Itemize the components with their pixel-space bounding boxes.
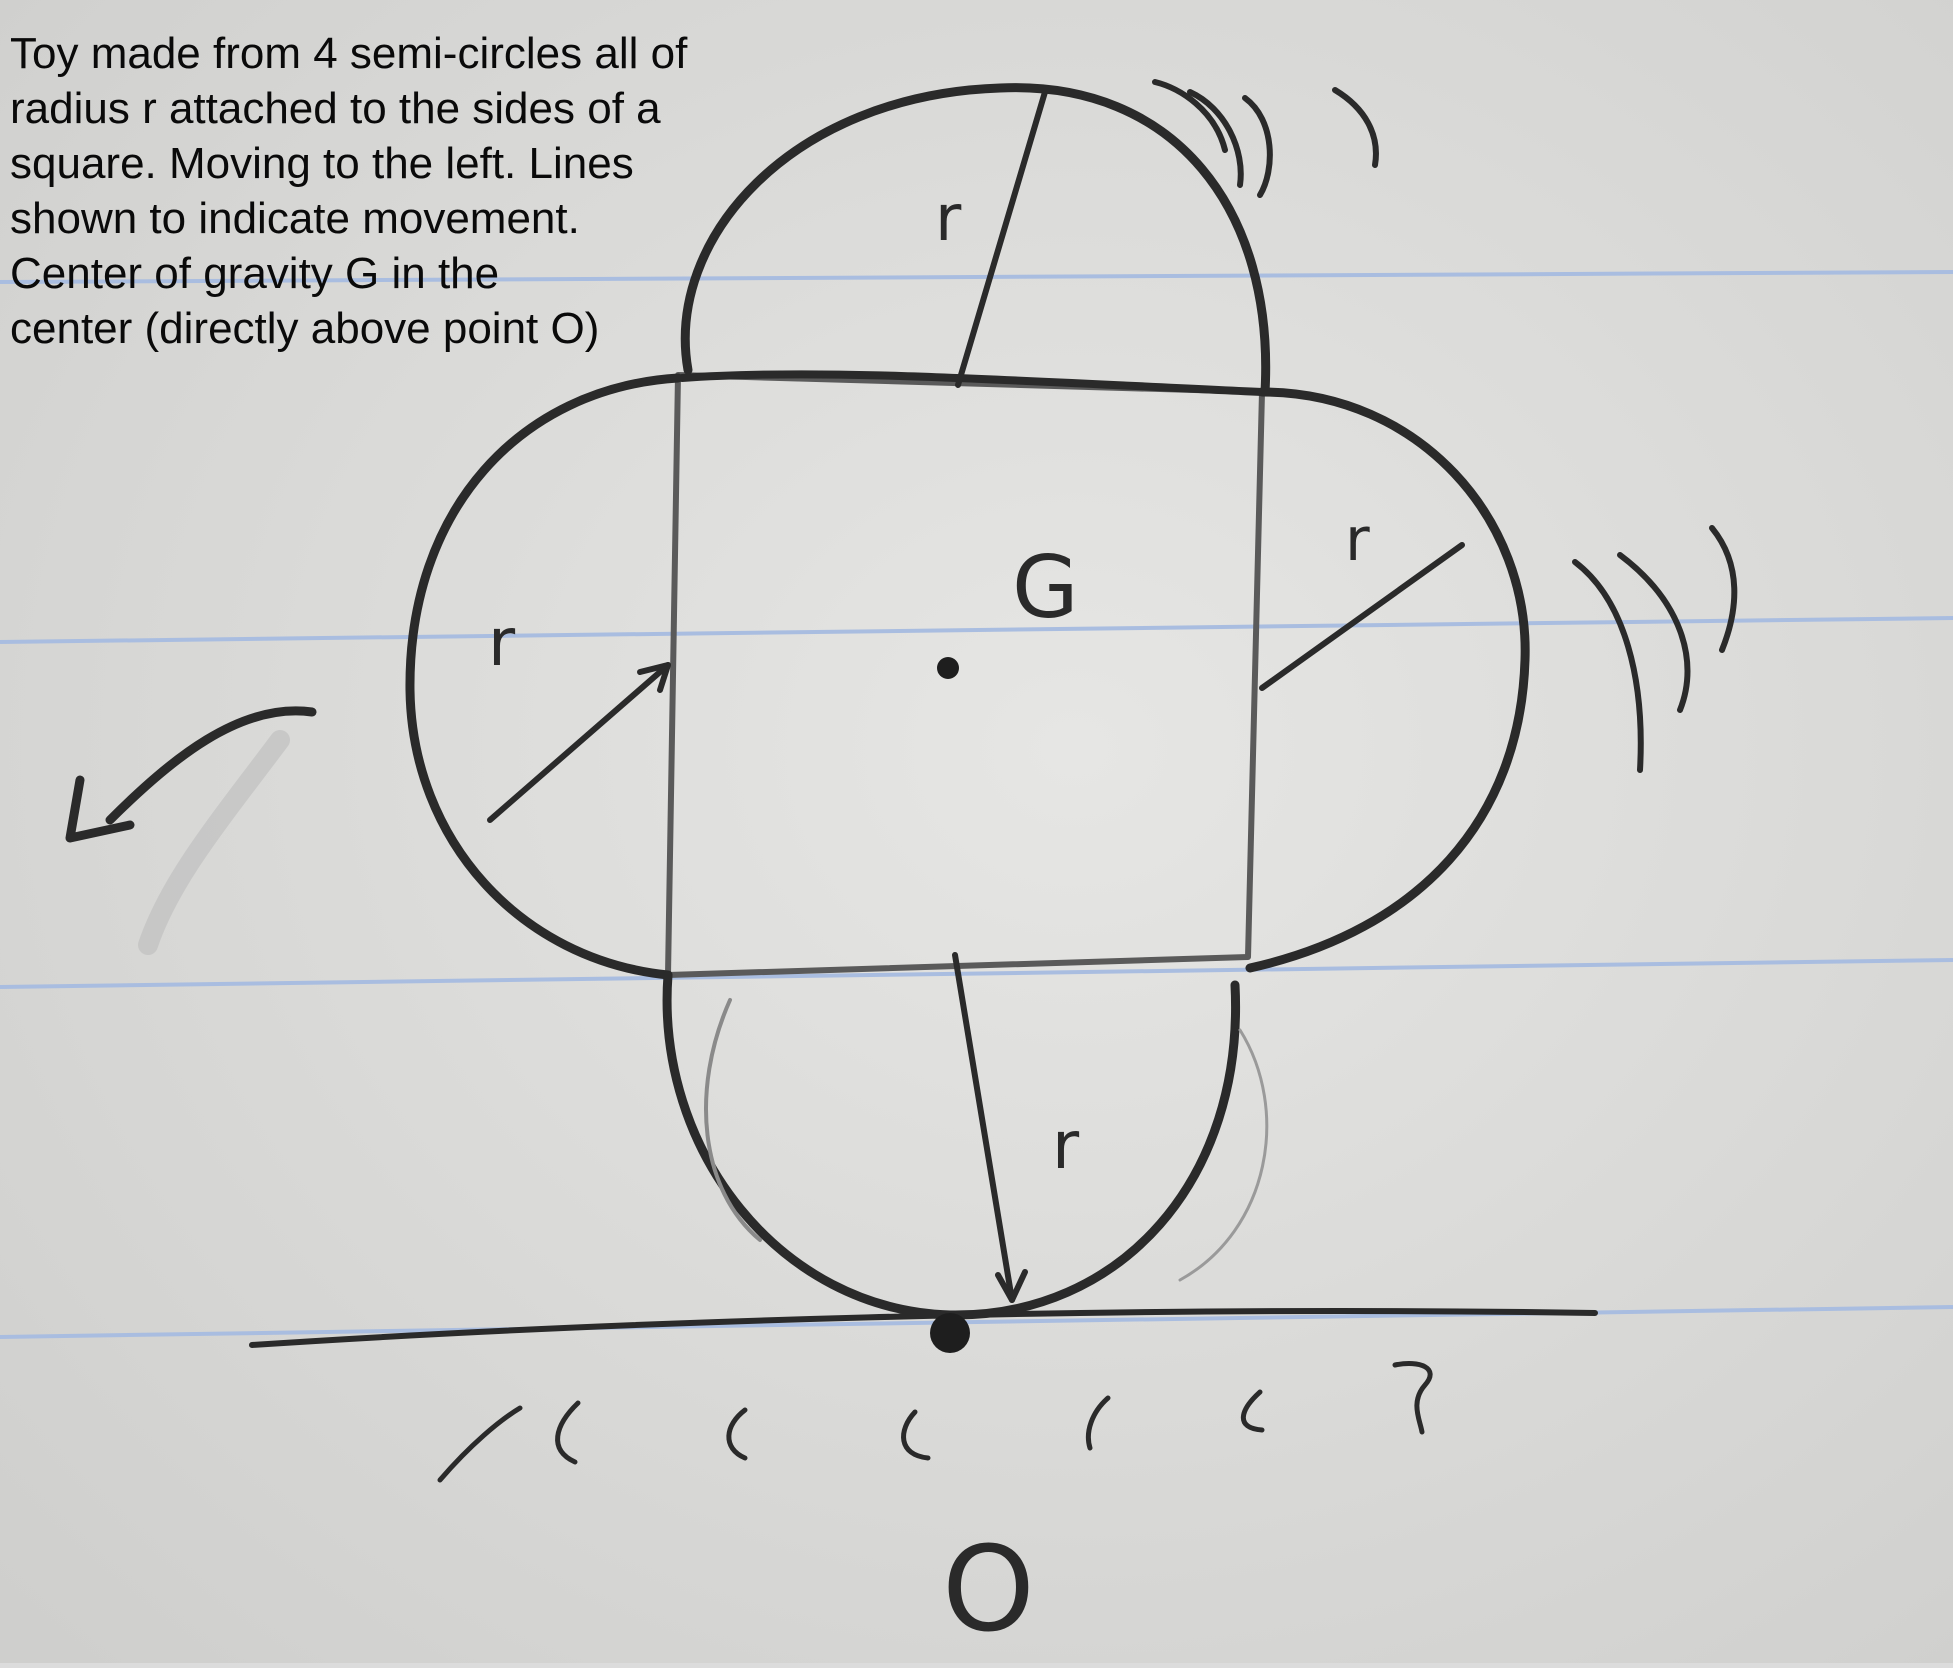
radius-line-right bbox=[1259, 542, 1465, 691]
radius-label-right: r bbox=[1345, 505, 1370, 575]
motion-lines-icon bbox=[1572, 525, 1738, 773]
ground-hatching bbox=[437, 1361, 1433, 1483]
semicircle-right bbox=[1245, 387, 1530, 973]
hatch-mark bbox=[437, 1405, 523, 1483]
curved-arrow-left-icon bbox=[65, 706, 317, 843]
center-of-gravity-label: G bbox=[1012, 538, 1079, 638]
caption: Toy made from 4 semi-circles all of radi… bbox=[10, 26, 810, 356]
motion-line bbox=[1242, 95, 1273, 198]
radius-line-bottom bbox=[952, 952, 1015, 1303]
caption-line: shown to indicate movement. bbox=[10, 194, 580, 243]
pencil-smudge bbox=[138, 730, 290, 955]
motion-line bbox=[1187, 89, 1244, 188]
radius-label-bottom: r bbox=[1052, 1107, 1080, 1184]
radius-line-left bbox=[487, 662, 671, 823]
semicircle-top bbox=[680, 83, 1271, 397]
hatch-mark bbox=[1240, 1389, 1265, 1433]
rule-line bbox=[0, 270, 1953, 284]
semicircle-left bbox=[405, 373, 683, 980]
motion-line bbox=[1617, 552, 1691, 713]
center-of-gravity-dot bbox=[937, 657, 959, 679]
motion-line bbox=[1332, 87, 1379, 168]
radius-arrowhead-bottom bbox=[995, 1269, 1028, 1303]
caption-line: radius r attached to the sides of a bbox=[10, 84, 661, 133]
caption-line: square. Moving to the left. Lines bbox=[10, 139, 634, 188]
radius-label-top: r bbox=[935, 182, 962, 256]
hatch-mark bbox=[1392, 1361, 1433, 1435]
motion-line bbox=[1572, 559, 1644, 773]
arrow-shaft bbox=[105, 706, 317, 825]
hatch-mark bbox=[1085, 1395, 1111, 1451]
rule-line bbox=[0, 1305, 1953, 1339]
radius-line-top bbox=[955, 89, 1048, 388]
hatch-mark bbox=[901, 1409, 931, 1461]
hatch-mark bbox=[555, 1400, 581, 1465]
radius-arrowhead-left bbox=[637, 662, 671, 693]
ghost-arc bbox=[704, 998, 762, 1242]
contact-point-label: O bbox=[942, 1520, 1035, 1658]
caption-line: Center of gravity G in the bbox=[10, 249, 500, 298]
square-top-edge bbox=[678, 370, 1266, 396]
hatch-mark bbox=[726, 1407, 748, 1461]
ruled-lines bbox=[0, 270, 1953, 1339]
caption-line: center (directly above point O) bbox=[10, 304, 600, 353]
arrow-head bbox=[65, 775, 135, 843]
ground-line bbox=[249, 1307, 1598, 1348]
radius-label-left: r bbox=[488, 604, 516, 681]
rule-line bbox=[0, 616, 1953, 644]
rule-line bbox=[0, 958, 1953, 989]
contact-point-dot bbox=[930, 1313, 970, 1353]
motion-line bbox=[1152, 79, 1228, 153]
caption-line: Toy made from 4 semi-circles all of bbox=[10, 29, 688, 78]
ghost-arc-right bbox=[1178, 1028, 1269, 1282]
motion-line bbox=[1709, 525, 1738, 653]
motion-lines-icon bbox=[1152, 79, 1379, 198]
